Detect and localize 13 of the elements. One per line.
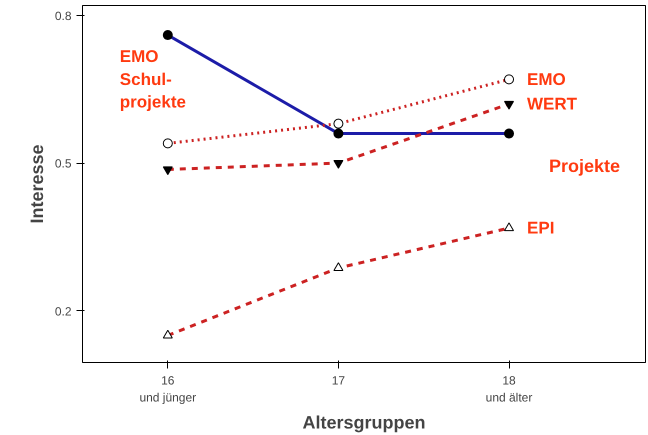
x-tick-label: 18 und älter xyxy=(486,374,532,404)
y-axis-title: Interesse xyxy=(26,144,47,224)
series-label: EMO xyxy=(527,70,566,89)
x-tick-label: 16 und jünger xyxy=(139,374,196,404)
series-label: EMO Schul- projekte xyxy=(120,47,186,112)
y-tick-label: 0.2 xyxy=(54,304,72,318)
x-tick-label: 17 xyxy=(332,374,346,388)
x-axis-title: Altersgruppen xyxy=(302,412,426,432)
y-tick-label: 0.8 xyxy=(54,8,72,23)
annotation: Projekte xyxy=(549,156,620,176)
series-label: WERT xyxy=(527,94,578,114)
series-label: EPI xyxy=(527,218,554,238)
y-tick-label: 0.5 xyxy=(54,156,72,171)
